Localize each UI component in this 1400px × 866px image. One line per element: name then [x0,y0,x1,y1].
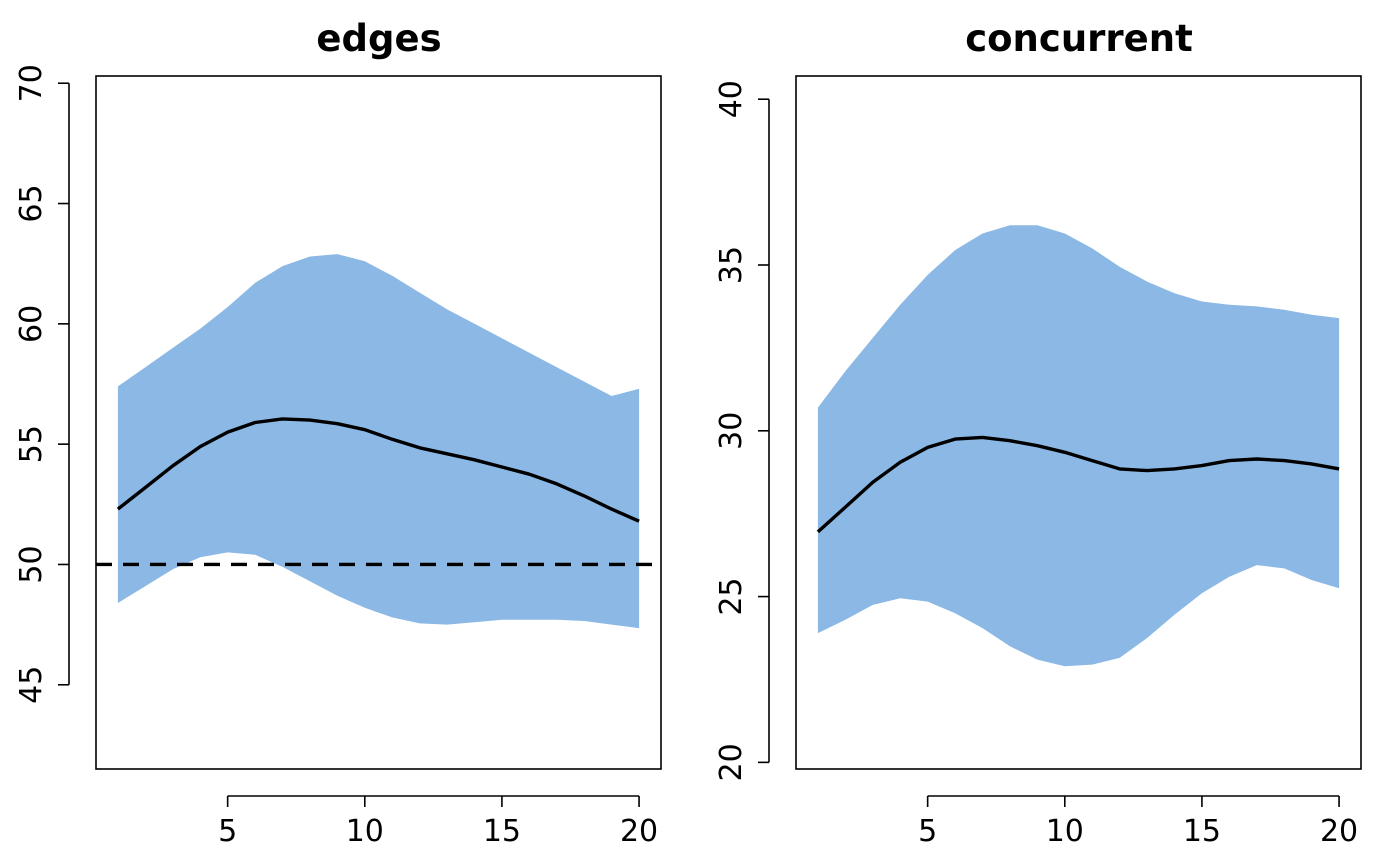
x-tick-label-edges-20: 20 [620,814,658,849]
x-tick-label-concurrent-15: 15 [1183,814,1221,849]
y-tick-label-concurrent-20: 20 [714,743,749,781]
y-tick-label-concurrent-40: 40 [714,80,749,118]
x-tick-label-concurrent-5: 5 [918,814,937,849]
x-tick-label-concurrent-20: 20 [1320,814,1358,849]
plot-frame-edges [95,75,662,770]
y-tick-label-concurrent-30: 30 [714,412,749,450]
y-tick-label-edges-70: 70 [14,64,49,102]
panel-concurrent: concurrent 5 10 15 20 20 25 30 35 40 [714,17,1362,849]
median-line-edges [116,417,640,523]
y-tick-label-edges-50: 50 [14,545,49,583]
band-edges [117,254,640,629]
y-tick-label-edges-55: 55 [14,425,49,463]
x-tick-label-edges-5: 5 [218,814,237,849]
y-tick-label-edges-65: 65 [14,184,49,222]
y-tick-label-edges-45: 45 [14,666,49,704]
x-tick-label-concurrent-10: 10 [1046,814,1084,849]
y-tick-label-concurrent-25: 25 [714,577,749,615]
panel-edges: edges 5 10 15 20 45 50 55 60 65 70 [14,17,662,849]
y-tick-label-concurrent-35: 35 [714,246,749,284]
y-tick-label-edges-60: 60 [14,305,49,343]
band-concurrent [817,225,1340,667]
x-tick-label-edges-10: 10 [346,814,384,849]
x-tick-label-edges-15: 15 [483,814,521,849]
chart-title-concurrent: concurrent [965,17,1193,60]
chart-title-edges: edges [316,17,441,60]
median-line-concurrent [816,435,1340,534]
plot-frame-concurrent [795,75,1362,770]
